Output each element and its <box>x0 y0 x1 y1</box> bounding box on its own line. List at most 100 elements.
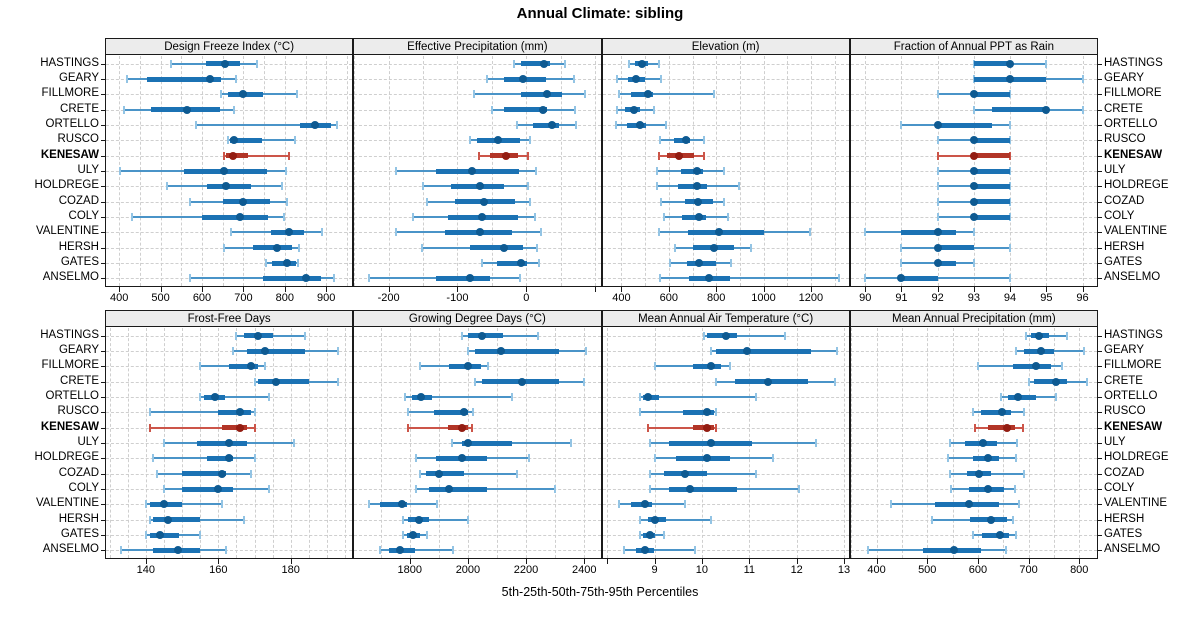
strip-label: Design Freeze Index (°C) <box>106 39 353 55</box>
row-tick-left <box>101 397 105 398</box>
cap-95th <box>814 439 817 447</box>
median-dot <box>476 228 485 237</box>
median-dot <box>517 377 526 386</box>
axis-tick-label: 95 <box>1040 292 1053 304</box>
bar-25-75 <box>681 168 704 174</box>
row-tick-right <box>1098 232 1102 234</box>
cap-5th <box>936 167 939 175</box>
cap-5th <box>648 485 651 493</box>
horizontal-gridline <box>354 263 601 264</box>
axis-tick-label: 2200 <box>513 564 539 576</box>
cap-95th <box>1014 531 1017 539</box>
median-dot <box>217 469 226 478</box>
station-label-left-ortello: ORTELLO <box>45 390 99 402</box>
horizontal-gridline <box>354 155 601 157</box>
median-dot <box>434 469 443 478</box>
cap-95th <box>1009 197 1012 206</box>
cap-5th <box>395 228 398 237</box>
station-label-left-crete: CRETE <box>60 102 99 115</box>
median-dot <box>284 228 293 237</box>
median-dot <box>1003 423 1012 432</box>
row-tick-left <box>101 186 105 188</box>
row-tick-right <box>1098 171 1102 172</box>
median-dot <box>238 90 247 99</box>
cap-5th <box>971 408 974 417</box>
median-dot <box>542 90 551 99</box>
cap-95th <box>838 274 841 283</box>
row-tick-left <box>101 217 105 218</box>
median-dot <box>897 274 906 283</box>
row-tick-left <box>101 125 105 126</box>
row-tick-right <box>1098 201 1102 203</box>
cap-95th <box>487 362 490 371</box>
median-dot <box>978 439 987 447</box>
cap-5th <box>615 121 617 129</box>
cap-5th <box>199 362 202 371</box>
row-tick-left <box>101 366 105 368</box>
cap-95th <box>224 546 227 555</box>
cap-5th <box>418 469 421 478</box>
cap-95th <box>715 408 718 417</box>
station-label-right-ortello: ORTELLO <box>1104 390 1158 402</box>
axis-tick-label: 600 <box>659 292 678 304</box>
axis-tick <box>218 559 220 564</box>
median-dot <box>463 439 472 447</box>
station-label-left-fillmore: FILLMORE <box>41 87 99 100</box>
cap-5th <box>478 151 481 160</box>
cap-5th <box>144 500 147 509</box>
cap-95th <box>536 243 539 252</box>
cap-95th <box>286 197 289 206</box>
row-tick-right <box>1098 535 1102 536</box>
station-label-right-uly: ULY <box>1104 436 1126 448</box>
horizontal-gridline <box>106 232 353 234</box>
bar-25-75 <box>973 61 1011 67</box>
cap-5th <box>971 531 974 539</box>
row-tick-left <box>101 247 105 249</box>
horizontal-gridline <box>106 263 353 264</box>
axis-tick <box>1046 287 1048 292</box>
median-dot <box>497 347 506 355</box>
cap-95th <box>833 377 836 386</box>
median-dot <box>635 121 644 129</box>
range-5-95 <box>640 396 757 398</box>
median-dot <box>692 167 701 175</box>
cap-5th <box>999 393 1002 401</box>
row-tick-right <box>1098 366 1102 368</box>
station-label-right-gates: GATES <box>1104 256 1143 268</box>
median-dot <box>692 182 701 191</box>
cap-5th <box>936 90 939 99</box>
cap-95th <box>249 469 252 478</box>
cap-5th <box>119 167 122 175</box>
cap-95th <box>436 500 439 509</box>
station-label-right-fillmore: FILLMORE <box>1104 359 1162 372</box>
station-label-left-holdrege: HOLDREGE <box>34 179 99 192</box>
axis-tick-label: -200 <box>377 292 400 304</box>
median-dot <box>1006 75 1015 83</box>
axis-tick <box>763 287 765 292</box>
cap-95th <box>336 347 339 355</box>
median-dot <box>969 182 978 191</box>
cap-5th <box>220 90 223 99</box>
station-label-right-kenesaw: KENESAW <box>1104 148 1163 161</box>
row-tick-left <box>101 155 105 157</box>
cap-5th <box>222 243 225 252</box>
bar-25-75 <box>470 245 523 251</box>
cap-5th <box>648 469 651 478</box>
row-tick-right <box>1098 519 1102 521</box>
median-dot <box>1042 105 1051 114</box>
station-label-right-geary: GEARY <box>1104 72 1145 84</box>
cap-95th <box>1011 515 1014 524</box>
station-label-left-hersh: HERSH <box>58 240 99 253</box>
axis-tick <box>607 559 609 564</box>
median-dot <box>987 515 996 524</box>
bar-25-75 <box>973 199 1011 205</box>
row-tick-right <box>1098 247 1102 249</box>
cap-95th <box>1015 454 1018 463</box>
axis-tick <box>654 559 656 564</box>
axis-tick <box>796 559 798 564</box>
median-dot <box>702 454 711 463</box>
cap-95th <box>1004 546 1007 555</box>
cap-95th <box>452 546 455 555</box>
axis-tick <box>937 287 939 292</box>
bar-25-75 <box>218 409 251 415</box>
